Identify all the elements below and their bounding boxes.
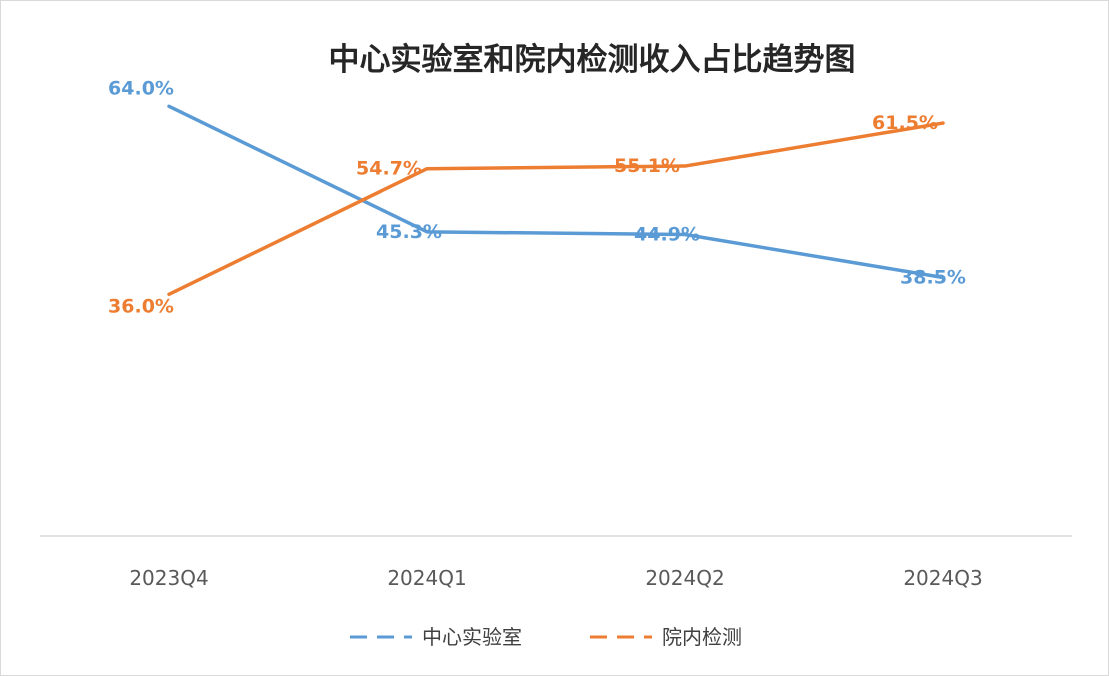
series-lines <box>167 104 945 297</box>
legend: 中心实验室 院内检测 <box>350 625 742 649</box>
legend-item-1: 中心实验室 <box>350 625 522 649</box>
data-label: 45.3% <box>376 221 442 243</box>
data-label: 54.7% <box>356 158 422 180</box>
x-tick-label: 2024Q3 <box>903 566 982 590</box>
data-label: 55.1% <box>614 155 680 177</box>
x-tick-label: 2023Q4 <box>129 566 208 590</box>
series-line-1 <box>167 104 945 280</box>
data-label: 38.5% <box>900 267 966 289</box>
x-tick-label: 2024Q1 <box>387 566 466 590</box>
x-tick-label: 2024Q2 <box>645 566 724 590</box>
series-line-2 <box>167 121 945 297</box>
data-label: 64.0% <box>108 77 174 99</box>
data-label: 61.5% <box>872 112 938 134</box>
data-labels: 64.0% 45.3% 44.9% 38.5% 36.0% 54.7% 55.1% 61.5% <box>108 77 966 317</box>
data-label: 44.9% <box>634 224 700 246</box>
data-label: 36.0% <box>108 295 174 317</box>
legend-item-2: 院内检测 <box>590 625 742 649</box>
x-axis-ticks: 2023Q4 2024Q1 2024Q2 2024Q3 <box>129 566 982 590</box>
legend-label: 院内检测 <box>662 625 742 649</box>
chart-title: 中心实验室和院内检测收入占比趋势图 <box>329 42 856 78</box>
legend-label: 中心实验室 <box>422 625 522 649</box>
